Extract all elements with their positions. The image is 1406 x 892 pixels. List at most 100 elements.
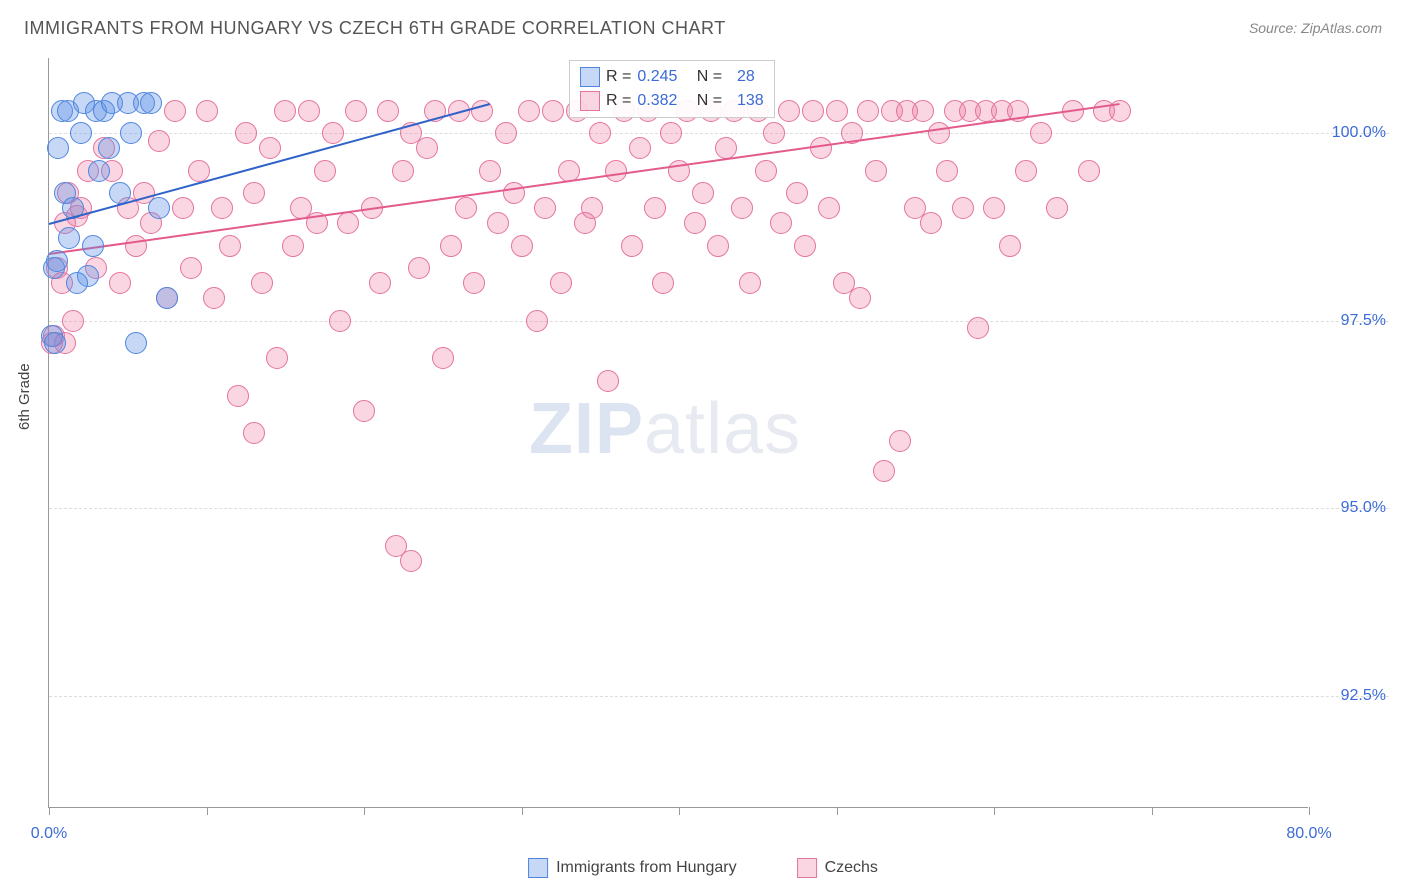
n-value: 28 [737,68,755,86]
scatter-point [479,160,501,182]
scatter-point [109,272,131,294]
scatter-point [503,182,525,204]
scatter-point [605,160,627,182]
scatter-point [329,310,351,332]
r-label: R = [606,68,631,86]
scatter-point [274,100,296,122]
scatter-point [542,100,564,122]
scatter-point [550,272,572,294]
scatter-point [684,212,706,234]
scatter-point [164,100,186,122]
scatter-point [120,122,142,144]
scatter-point [589,122,611,144]
scatter-point [1046,197,1068,219]
scatter-point [936,160,958,182]
scatter-point [715,137,737,159]
scatter-point [983,197,1005,219]
scatter-point [629,137,651,159]
scatter-point [660,122,682,144]
scatter-point [912,100,934,122]
scatter-point [920,212,942,234]
scatter-point [1109,100,1131,122]
y-axis-label: 6th Grade [16,363,33,430]
x-tick-label: 80.0% [1286,825,1331,843]
scatter-point [203,287,225,309]
scatter-point [322,122,344,144]
scatter-point [66,272,88,294]
scatter-point [188,160,210,182]
scatter-point [227,385,249,407]
source-attribution: Source: ZipAtlas.com [1249,20,1382,36]
scatter-point [873,460,895,482]
r-label: R = [606,92,631,110]
bottom-legend: Immigrants from Hungary Czechs [528,858,878,878]
scatter-point [148,197,170,219]
scatter-point [211,197,233,219]
scatter-point [534,197,556,219]
scatter-point [235,122,257,144]
scatter-point [495,122,517,144]
scatter-point [432,347,454,369]
scatter-point [98,137,120,159]
scatter-point [251,272,273,294]
scatter-point [581,197,603,219]
gridline [49,321,1389,322]
scatter-point [463,272,485,294]
scatter-point [1030,122,1052,144]
scatter-point [1015,160,1037,182]
scatter-point [999,235,1021,257]
scatter-point [644,197,666,219]
x-tick [994,807,995,815]
scatter-point [952,197,974,219]
scatter-point [487,212,509,234]
scatter-point [46,250,68,272]
stats-legend-row: R = 0.382 N = 138 [580,89,764,113]
scatter-point [826,100,848,122]
scatter-point [392,160,414,182]
scatter-point [377,100,399,122]
scatter-point [511,235,533,257]
scatter-point [731,197,753,219]
scatter-point [849,287,871,309]
x-tick [49,807,50,815]
x-tick [364,807,365,815]
scatter-point [345,100,367,122]
scatter-point [440,235,462,257]
legend-item-czechs: Czechs [797,858,878,878]
scatter-point [369,272,391,294]
scatter-point [148,130,170,152]
scatter-point [818,197,840,219]
scatter-point [282,235,304,257]
x-tick [207,807,208,815]
scatter-point [156,287,178,309]
scatter-point [353,400,375,422]
scatter-point [70,122,92,144]
scatter-point [1078,160,1100,182]
scatter-point [243,182,265,204]
scatter-point [172,197,194,219]
x-tick-label: 0.0% [31,825,67,843]
r-value: 0.245 [637,68,677,86]
scatter-point [62,310,84,332]
scatter-point [259,137,281,159]
x-tick [1309,807,1310,815]
stats-legend-row: R = 0.245 N = 28 [580,65,764,89]
x-tick [1152,807,1153,815]
legend-swatch-icon [580,91,600,111]
scatter-point [755,160,777,182]
hungary-swatch-icon [528,858,548,878]
scatter-point [88,160,110,182]
scatter-point [786,182,808,204]
chart-title: IMMIGRANTS FROM HUNGARY VS CZECH 6TH GRA… [24,18,726,39]
gridline [49,508,1389,509]
y-tick-label: 92.5% [1341,687,1386,705]
legend-item-hungary: Immigrants from Hungary [528,858,737,878]
scatter-point [597,370,619,392]
scatter-point [802,100,824,122]
scatter-point [266,347,288,369]
gridline [49,696,1389,697]
scatter-point [408,257,430,279]
scatter-point [400,550,422,572]
scatter-point [298,100,320,122]
scatter-point [455,197,477,219]
